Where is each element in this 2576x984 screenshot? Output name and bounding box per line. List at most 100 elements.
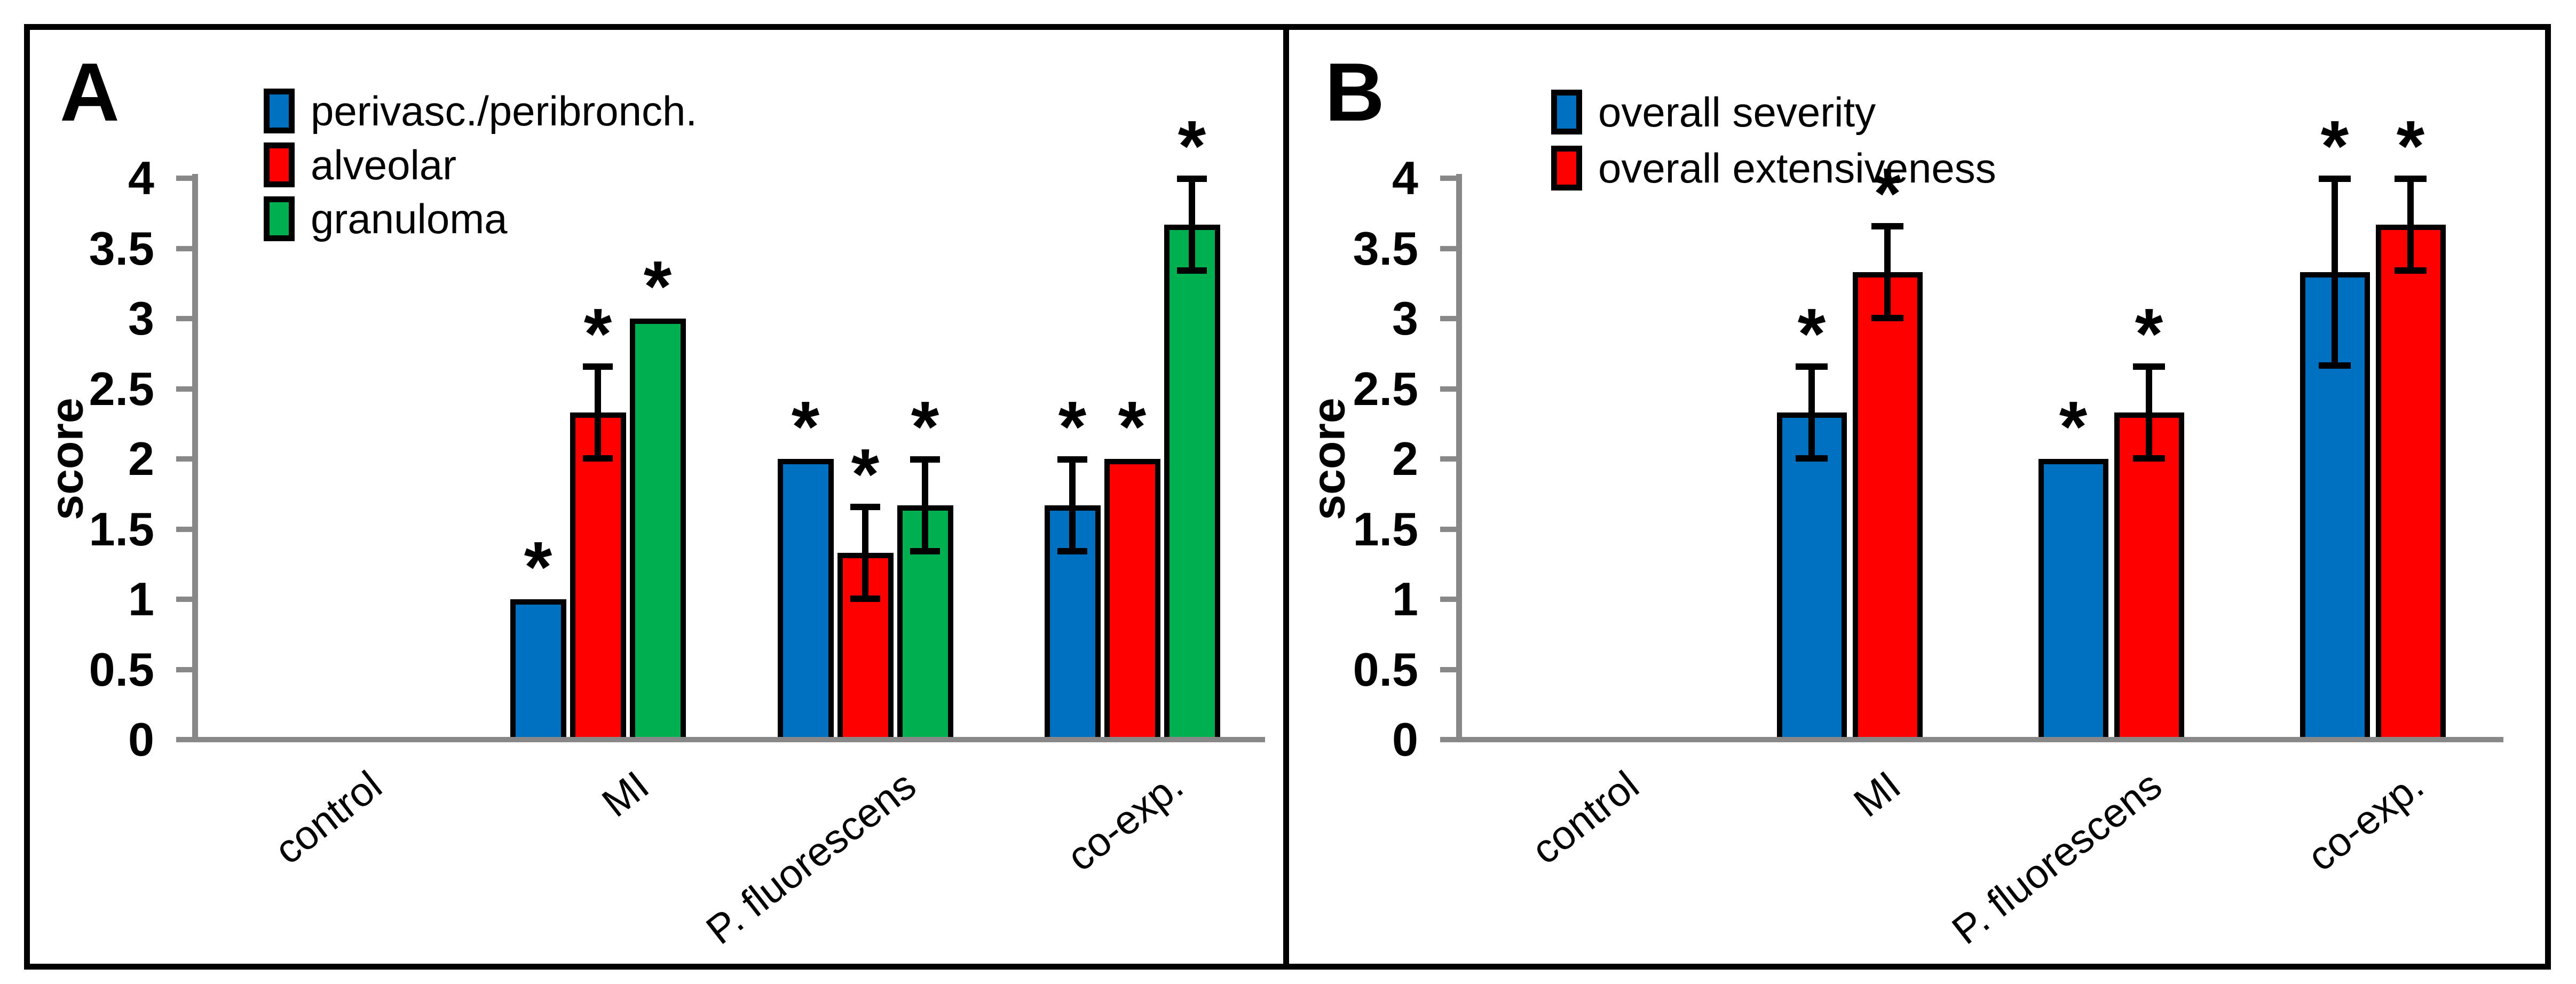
y-tick	[1440, 316, 1456, 321]
y-tick-label: 2.5	[1353, 362, 1418, 415]
y-tick	[1440, 666, 1456, 672]
error-bar-line	[1189, 178, 1195, 271]
panel-letter: A	[60, 46, 120, 138]
bar	[570, 412, 626, 742]
bar	[837, 553, 894, 742]
error-bar-line	[595, 366, 601, 459]
y-tick-label: 2.5	[89, 362, 154, 415]
y-tick-label: 1.5	[89, 502, 154, 556]
legend-swatch	[264, 196, 295, 241]
error-bar-cap-bottom	[1871, 315, 1903, 321]
error-bar-line	[862, 506, 868, 599]
significance-asterisk: *	[1118, 386, 1147, 467]
panel-divider	[1283, 24, 1289, 970]
error-bar-cap-top	[1177, 176, 1207, 182]
y-axis-line	[1456, 174, 1462, 742]
y-tick	[176, 386, 192, 392]
y-tick-label: 2	[128, 432, 154, 485]
y-tick	[1440, 176, 1456, 181]
legend-swatch	[264, 142, 295, 187]
significance-asterisk: *	[2059, 386, 2088, 467]
bar	[629, 319, 686, 742]
error-bar-cap-top	[1057, 456, 1087, 463]
error-bar-cap-top	[2395, 176, 2427, 182]
error-bar-cap-top	[910, 456, 940, 463]
y-tick	[176, 737, 192, 742]
error-bar-cap-bottom	[583, 455, 613, 462]
y-tick	[176, 597, 192, 602]
error-bar-cap-top	[2319, 176, 2351, 182]
y-tick-label: 1.5	[1353, 502, 1418, 556]
significance-asterisk: *	[2135, 293, 2163, 375]
error-bar-cap-bottom	[1177, 267, 1207, 274]
bar	[2375, 224, 2446, 742]
bar	[510, 599, 566, 742]
y-tick-label: 3	[128, 292, 154, 345]
error-bar-line	[2407, 178, 2414, 271]
error-bar-cap-top	[1796, 363, 1828, 370]
legend-label: overall severity	[1598, 89, 1876, 136]
panel-letter: B	[1325, 46, 1385, 138]
bar	[777, 459, 834, 742]
legend-label: alveolar	[311, 141, 457, 188]
error-bar-line	[922, 459, 928, 552]
y-tick-label: 3.5	[1353, 221, 1418, 275]
y-tick-label: 3.5	[89, 221, 154, 275]
bar	[1164, 224, 1220, 742]
error-bar-line	[2146, 366, 2152, 459]
legend-label: overall extensiveness	[1598, 145, 1996, 192]
error-bar-cap-bottom	[2133, 455, 2165, 462]
y-tick	[176, 245, 192, 251]
x-axis-line	[192, 737, 1265, 742]
significance-asterisk: *	[2320, 106, 2349, 186]
error-bar-line	[1808, 366, 1815, 459]
error-bar-cap-top	[1871, 223, 1903, 230]
y-tick-label: 4	[128, 152, 154, 204]
error-bar-cap-bottom	[1057, 547, 1087, 554]
error-bar-line	[2332, 178, 2338, 367]
error-bar-line	[1069, 459, 1076, 552]
y-tick-label: 1	[128, 573, 154, 625]
legend-label: perivasc./peribronch.	[311, 88, 698, 134]
y-tick	[176, 316, 192, 321]
bar	[1852, 272, 1923, 742]
significance-asterisk: *	[2396, 106, 2425, 186]
legend-swatch	[264, 89, 295, 133]
significance-asterisk: *	[524, 527, 552, 607]
significance-asterisk: *	[1797, 293, 1826, 375]
y-tick-label: 0.5	[1353, 642, 1418, 696]
error-bar-cap-top	[2133, 363, 2165, 370]
y-tick-label: 4	[1392, 152, 1418, 204]
legend-swatch	[1551, 90, 1582, 134]
significance-asterisk: *	[911, 386, 939, 467]
y-tick	[176, 456, 192, 462]
y-tick-label: 1	[1392, 573, 1418, 625]
legend-label: granuloma	[311, 195, 508, 242]
error-bar-cap-bottom	[850, 596, 880, 602]
error-bar-cap-bottom	[910, 547, 940, 554]
y-tick-label: 0.5	[89, 642, 154, 696]
bar	[2114, 412, 2184, 742]
y-tick	[1440, 386, 1456, 392]
x-axis-line	[1456, 737, 2503, 742]
error-bar-cap-bottom	[2395, 267, 2427, 274]
y-tick-label: 3	[1392, 292, 1418, 345]
significance-asterisk: *	[851, 434, 880, 515]
y-tick	[1440, 456, 1456, 462]
significance-asterisk: *	[1873, 153, 1902, 234]
y-tick	[176, 666, 192, 672]
y-tick-label: 2	[1392, 432, 1418, 485]
y-tick	[1440, 737, 1456, 742]
error-bar-cap-bottom	[2319, 362, 2351, 369]
significance-asterisk: *	[643, 246, 672, 327]
y-tick	[176, 176, 192, 181]
y-tick	[1440, 245, 1456, 251]
significance-asterisk: *	[1058, 386, 1087, 467]
bar	[1104, 459, 1160, 742]
y-axis-line	[192, 174, 198, 742]
y-tick-label: 0	[1392, 713, 1418, 766]
legend-swatch	[1551, 146, 1582, 191]
bar	[1776, 412, 1847, 742]
y-tick-label: 0	[128, 713, 154, 766]
